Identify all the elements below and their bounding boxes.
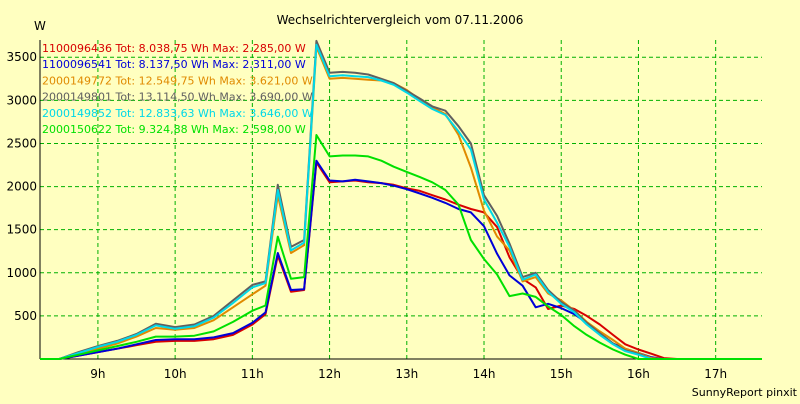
y-tick-label: 3000: [6, 93, 37, 107]
x-tick-label: 16h: [627, 367, 650, 381]
legend-entry: 1100096541 Tot: 8.137,50 Wh Max: 2.311,0…: [42, 58, 306, 71]
series-line: [40, 43, 762, 360]
x-tick-label: 10h: [164, 367, 187, 381]
y-tick-label: 2000: [6, 180, 37, 194]
y-tick-label: 3500: [6, 50, 37, 64]
x-tick-label: 11h: [241, 367, 264, 381]
y-tick-label: 1000: [6, 266, 37, 280]
plot-area: 500 1000 1500 2000 2500 3000 3500 9h 10h 11h 12h 13…: [6, 39, 762, 381]
series-line: [40, 134, 762, 360]
x-tick-label: 14h: [473, 367, 496, 381]
x-tick-label: 9h: [90, 367, 105, 381]
series-line: [40, 161, 762, 360]
x-tick-label: 13h: [395, 367, 418, 381]
y-tick-label: 2500: [6, 136, 37, 150]
legend-entry: 2000149801 Tot: 13.114,50 Wh Max: 3.690,…: [42, 91, 313, 104]
y-axis-unit-label: W: [34, 19, 46, 33]
legend-entry: 1100096436 Tot: 8.038,75 Wh Max: 2.285,0…: [42, 42, 306, 55]
chart-title: Wechselrichtervergleich vom 07.11.2006: [277, 13, 524, 27]
legend-entry: 2000149852 Tot: 12.833,63 Wh Max: 3.646,…: [42, 107, 313, 120]
footer-credit: SunnyReport pinxit: [692, 386, 798, 399]
y-tick-label: 500: [14, 309, 37, 323]
x-tick-label: 17h: [704, 367, 727, 381]
x-tick-label: 15h: [550, 367, 573, 381]
x-tick-label: 12h: [318, 367, 341, 381]
legend-entry: 2000149772 Tot: 12.549,75 Wh Max: 3.621,…: [42, 74, 313, 87]
legend-entry: 2000150622 Tot: 9.324,88 Wh Max: 2.598,0…: [42, 123, 306, 136]
y-tick-label: 1500: [6, 223, 37, 237]
